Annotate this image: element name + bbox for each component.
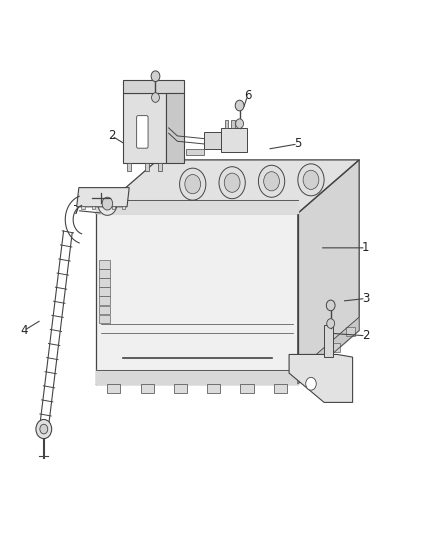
Circle shape xyxy=(264,172,279,191)
Polygon shape xyxy=(174,384,187,393)
Circle shape xyxy=(236,119,244,128)
Polygon shape xyxy=(166,93,184,163)
Polygon shape xyxy=(158,163,162,171)
Polygon shape xyxy=(112,206,115,209)
Circle shape xyxy=(152,93,159,102)
Polygon shape xyxy=(96,370,298,384)
Circle shape xyxy=(298,164,324,196)
Polygon shape xyxy=(274,384,287,393)
Polygon shape xyxy=(302,374,311,384)
Polygon shape xyxy=(99,287,110,296)
Polygon shape xyxy=(122,206,125,209)
Circle shape xyxy=(180,168,206,200)
Polygon shape xyxy=(289,354,353,402)
Polygon shape xyxy=(225,120,228,128)
Polygon shape xyxy=(238,120,241,128)
Polygon shape xyxy=(77,188,129,207)
Circle shape xyxy=(98,192,117,215)
Circle shape xyxy=(326,300,335,311)
Circle shape xyxy=(102,197,113,210)
Text: 6: 6 xyxy=(244,90,251,102)
Circle shape xyxy=(36,419,52,439)
Polygon shape xyxy=(240,384,254,393)
Circle shape xyxy=(258,165,285,197)
Polygon shape xyxy=(96,160,359,213)
Polygon shape xyxy=(324,325,333,357)
Circle shape xyxy=(219,167,245,199)
Text: 3: 3 xyxy=(362,292,369,305)
Polygon shape xyxy=(332,343,340,352)
Circle shape xyxy=(185,174,201,193)
Polygon shape xyxy=(298,317,359,384)
Polygon shape xyxy=(221,128,247,152)
Polygon shape xyxy=(99,305,110,314)
Text: 4: 4 xyxy=(20,324,28,337)
Polygon shape xyxy=(123,80,184,93)
Text: 7: 7 xyxy=(73,204,81,217)
FancyBboxPatch shape xyxy=(137,116,148,148)
Polygon shape xyxy=(207,384,220,393)
Polygon shape xyxy=(99,314,110,323)
Polygon shape xyxy=(141,384,154,393)
Text: 5: 5 xyxy=(294,138,301,150)
Circle shape xyxy=(151,71,160,82)
Circle shape xyxy=(327,319,335,328)
Polygon shape xyxy=(99,278,110,287)
Polygon shape xyxy=(96,200,298,213)
Polygon shape xyxy=(107,384,120,393)
Polygon shape xyxy=(231,120,235,128)
Polygon shape xyxy=(145,163,149,171)
Text: 2: 2 xyxy=(362,329,370,342)
Circle shape xyxy=(40,424,48,434)
Polygon shape xyxy=(99,269,110,278)
Polygon shape xyxy=(317,358,325,368)
Polygon shape xyxy=(186,149,204,155)
Polygon shape xyxy=(127,163,131,171)
Polygon shape xyxy=(81,206,85,209)
Circle shape xyxy=(224,173,240,192)
Circle shape xyxy=(235,100,244,111)
Polygon shape xyxy=(99,260,110,269)
Polygon shape xyxy=(99,296,110,305)
Text: 2: 2 xyxy=(108,130,116,142)
Circle shape xyxy=(303,170,319,189)
Polygon shape xyxy=(204,132,221,149)
Polygon shape xyxy=(298,160,359,384)
Polygon shape xyxy=(346,327,355,336)
Polygon shape xyxy=(96,213,298,384)
Polygon shape xyxy=(92,206,95,209)
Polygon shape xyxy=(123,93,166,163)
Text: 3: 3 xyxy=(145,79,152,92)
Text: 1: 1 xyxy=(362,241,370,254)
Circle shape xyxy=(306,377,316,390)
